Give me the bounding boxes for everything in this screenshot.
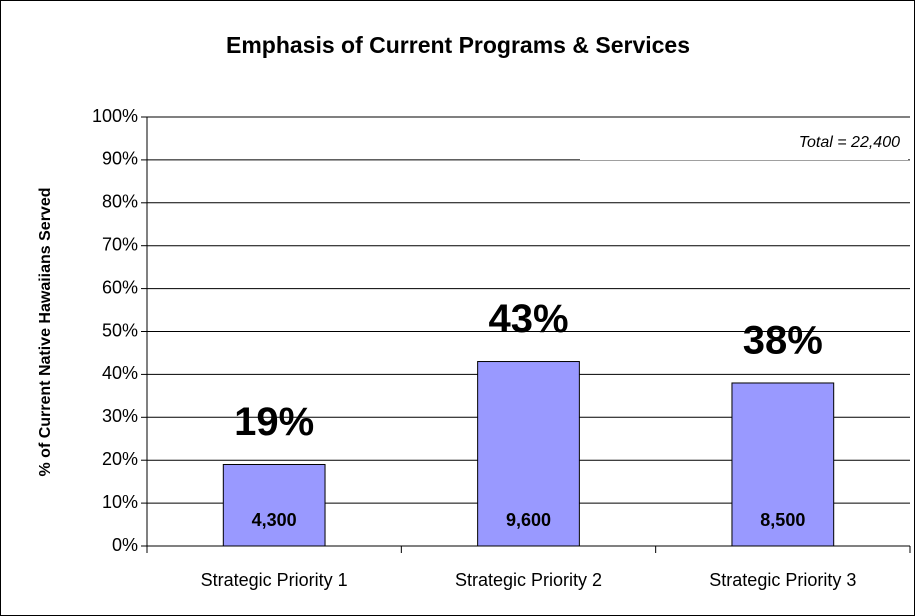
- y-tick-label: 0%: [112, 535, 138, 555]
- x-tick-label: Strategic Priority 3: [709, 570, 856, 590]
- value-label: 19%: [234, 400, 314, 444]
- y-tick-label: 40%: [102, 363, 138, 383]
- value-label: 43%: [488, 297, 568, 341]
- y-tick-label: 20%: [102, 449, 138, 469]
- bar: [222, 463, 326, 547]
- y-tick-label: 10%: [102, 492, 138, 512]
- y-tick-label: 60%: [102, 277, 138, 297]
- x-tick-label: Strategic Priority 2: [455, 570, 602, 590]
- annotation: Total = 22,400: [799, 134, 900, 151]
- y-tick-label: 80%: [102, 192, 138, 212]
- y-tick-label: 100%: [92, 106, 138, 126]
- bar: [731, 382, 835, 547]
- y-axis-title: % of Current Native Hawaiians Served: [37, 188, 54, 477]
- count-label: 8,500: [760, 510, 805, 530]
- annotation-box: [580, 126, 908, 160]
- count-label: 9,600: [506, 510, 551, 530]
- y-tick-label: 70%: [102, 234, 138, 254]
- count-label: 4,300: [252, 510, 297, 530]
- x-tick-label: Strategic Priority 1: [201, 570, 348, 590]
- y-tick-label: 50%: [102, 320, 138, 340]
- bar: [477, 361, 580, 547]
- y-tick-label: 30%: [102, 406, 138, 426]
- value-label: 38%: [743, 319, 823, 363]
- y-tick-label: 90%: [102, 149, 138, 169]
- chart-title: Emphasis of Current Programs & Services: [226, 32, 690, 58]
